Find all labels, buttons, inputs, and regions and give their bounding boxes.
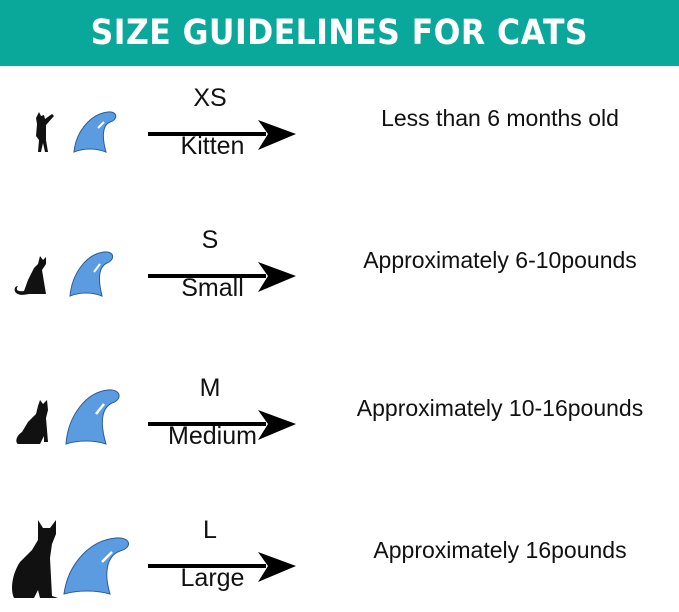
nail-cap-icon — [73, 111, 117, 153]
nail-cap-icon — [69, 251, 114, 297]
arrow-icon — [148, 262, 296, 292]
size-code: M — [199, 374, 221, 402]
size-row-s: S Small Approximately 6-10pounds — [0, 222, 679, 322]
size-description: Approximately 10-16pounds — [356, 395, 644, 421]
size-row-m: M Medium Approximately 10-16pounds — [0, 370, 679, 470]
size-name: Small — [181, 274, 244, 302]
arrow-icon — [148, 410, 296, 440]
size-code: S — [201, 226, 219, 254]
size-description: Approximately 16pounds — [373, 537, 627, 563]
nail-cap-icon — [63, 537, 129, 595]
size-name: Large — [180, 564, 245, 592]
page-title: SIZE GUIDELINES FOR CATS — [90, 13, 589, 53]
arrow-icon — [148, 552, 296, 582]
arrow-icon — [148, 120, 296, 150]
kitten-silhouette-icon — [36, 112, 54, 152]
header-banner: SIZE GUIDELINES FOR CATS — [0, 0, 679, 66]
size-description: Approximately 6-10pounds — [363, 247, 637, 273]
size-row-l: L Large Approximately 16pounds — [0, 512, 679, 612]
size-name: Kitten — [180, 132, 245, 160]
size-code: L — [203, 516, 217, 544]
size-code: XS — [193, 84, 227, 112]
large-cat-silhouette-icon — [12, 520, 58, 598]
nail-cap-icon — [65, 389, 120, 445]
size-row-xs: XS Kitten Less than 6 months old — [0, 80, 679, 180]
small-cat-silhouette-icon — [14, 256, 46, 295]
size-description: Less than 6 months old — [381, 105, 619, 131]
size-name: Medium — [168, 422, 257, 450]
medium-cat-silhouette-icon — [16, 400, 48, 444]
